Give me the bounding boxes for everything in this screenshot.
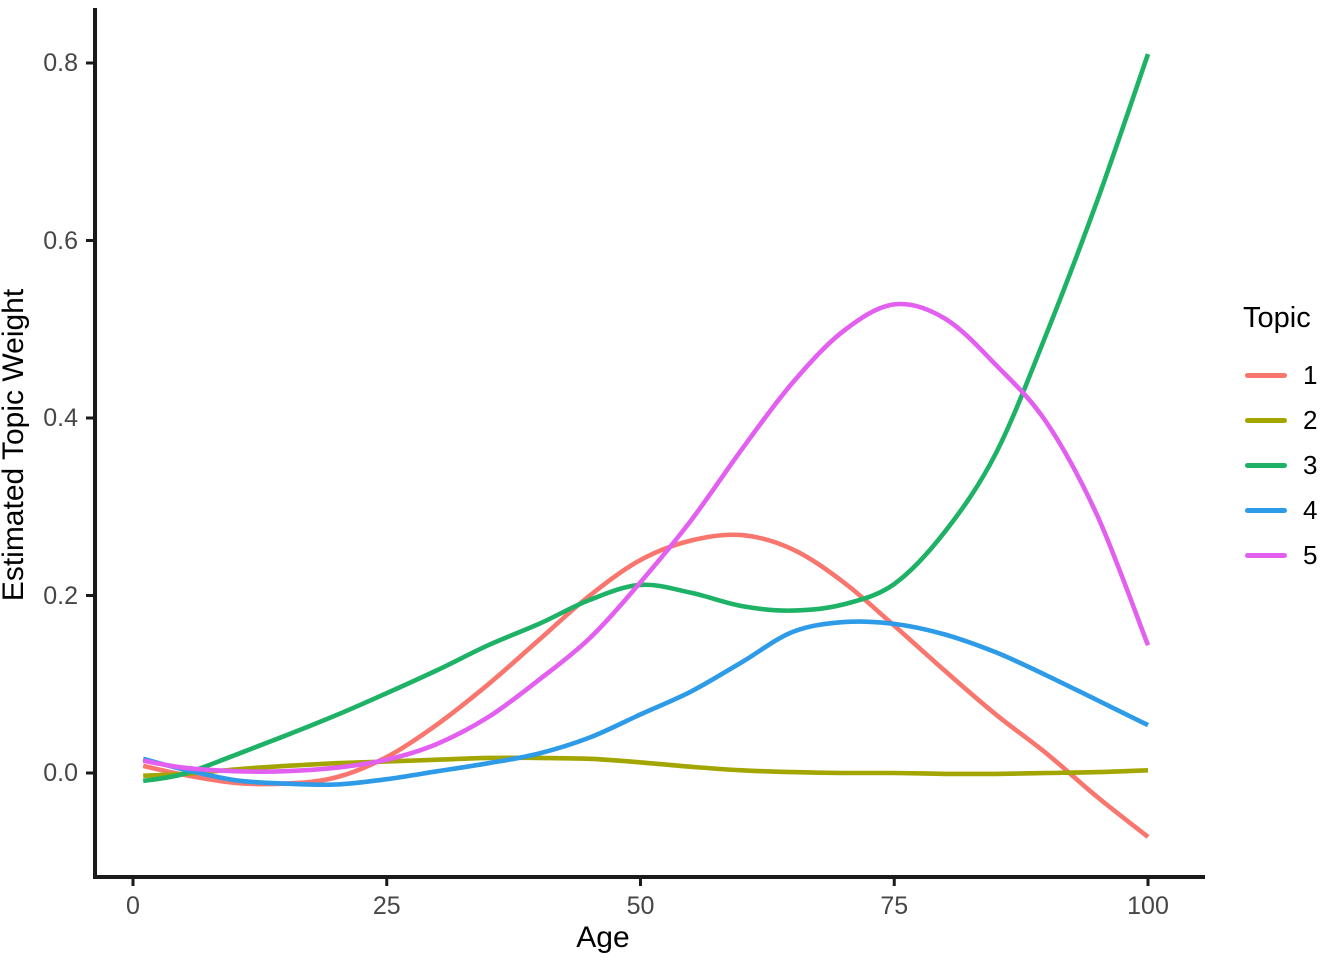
x-tick-label: 50 [626,892,655,920]
legend-label: 4 [1303,495,1318,525]
legend-item-topic-4: 4 [1245,488,1344,533]
y-tick-label: 0.4 [43,404,78,432]
series-line-topic-3 [142,53,1151,784]
legend-swatch-topic-5 [1245,553,1287,558]
x-tick-label: 0 [126,892,140,920]
legend-swatch-topic-2 [1245,418,1287,423]
legend-title: Topic [1243,302,1311,334]
x-tick-label: 100 [1127,892,1169,920]
legend-label: 5 [1303,540,1318,570]
series-line-topic-5 [142,301,1151,774]
legend-label: 2 [1303,405,1318,435]
x-tick-label: 75 [880,892,909,920]
legend-label: 1 [1303,360,1318,390]
legend-item-topic-2: 2 [1245,398,1344,443]
series-line-topic-1 [142,532,1150,839]
legend-item-topic-3: 3 [1245,443,1344,488]
legend-label: 3 [1303,450,1318,480]
y-tick-label: 0.0 [43,759,78,787]
legend-items: 1 2 3 4 5 [1238,353,1344,578]
y-tick-label: 0.8 [43,49,78,77]
legend-item-topic-5: 5 [1245,533,1344,578]
legend-swatch-topic-3 [1245,463,1287,468]
series-line-topic-4 [142,619,1150,788]
x-tick-label: 25 [372,892,401,920]
legend-swatch-topic-1 [1245,373,1287,378]
series-line-topic-2 [143,755,1149,778]
legend: Topic 1 2 3 4 5 [1238,301,1344,578]
legend-swatch-topic-4 [1245,508,1287,513]
y-tick-label: 0.2 [43,581,78,610]
x-axis-title: Age [576,921,630,954]
y-tick-label: 0.6 [43,226,78,255]
legend-item-topic-1: 1 [1245,353,1344,398]
y-axis-title: Estimated Topic Weight [0,288,30,602]
